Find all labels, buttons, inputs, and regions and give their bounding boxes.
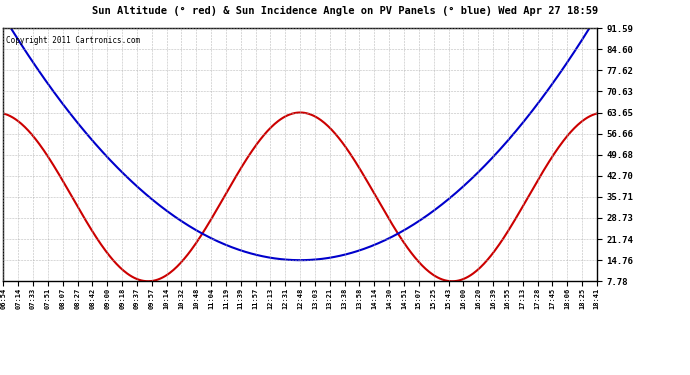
- Text: Copyright 2011 Cartronics.com: Copyright 2011 Cartronics.com: [6, 36, 141, 45]
- Text: Sun Altitude (° red) & Sun Incidence Angle on PV Panels (° blue) Wed Apr 27 18:5: Sun Altitude (° red) & Sun Incidence Ang…: [92, 6, 598, 16]
